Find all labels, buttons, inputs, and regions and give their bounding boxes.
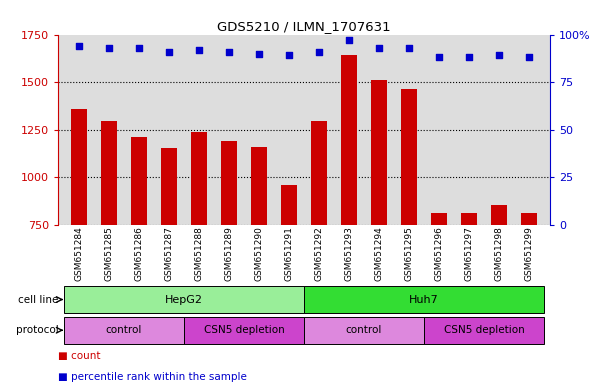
Point [224,49,234,55]
Bar [304,286,544,313]
Bar [64,286,304,313]
Text: cell line: cell line [18,295,59,305]
Bar [521,213,537,367]
Bar [424,317,544,344]
Point [164,49,174,55]
Bar [131,137,147,367]
Point [464,54,474,60]
Text: CSN5 depletion: CSN5 depletion [444,325,524,335]
Point [374,45,384,51]
Bar [101,121,117,367]
Point [524,54,534,60]
Text: Huh7: Huh7 [409,295,439,305]
Point [314,49,324,55]
Text: CSN5 depletion: CSN5 depletion [203,325,284,335]
Bar [371,80,387,367]
Bar [71,109,87,367]
Point [104,45,114,51]
Point [494,52,504,58]
Text: control: control [346,325,382,335]
Bar [161,148,177,367]
Text: protocol: protocol [16,325,59,335]
Point [74,43,84,49]
Bar [401,89,417,367]
Bar [184,317,304,344]
Point [254,51,264,57]
Bar [221,141,237,367]
Bar [311,121,327,367]
Point [344,37,354,43]
Point [194,47,204,53]
Title: GDS5210 / ILMN_1707631: GDS5210 / ILMN_1707631 [217,20,391,33]
Bar [431,213,447,367]
Bar [304,317,424,344]
Text: HepG2: HepG2 [165,295,203,305]
Point [134,45,144,51]
Bar [191,132,207,367]
Point [284,52,294,58]
Point [434,54,444,60]
Bar [280,185,297,367]
Text: ■ count: ■ count [58,351,101,361]
Bar [491,205,507,367]
Text: control: control [106,325,142,335]
Point [404,45,414,51]
Bar [341,55,357,367]
Bar [64,317,184,344]
Text: ■ percentile rank within the sample: ■ percentile rank within the sample [58,372,247,382]
Bar [251,147,267,367]
Bar [461,213,477,367]
